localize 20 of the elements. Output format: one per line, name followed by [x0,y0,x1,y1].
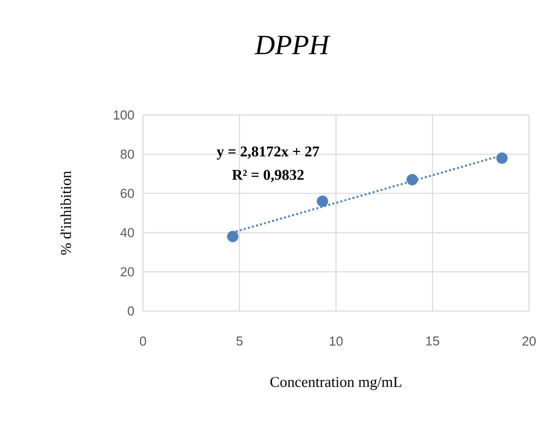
annotation: y = 2,8172x + 27 [216,146,320,160]
y-tick-label: 20 [120,267,134,276]
annotation: R² = 0,9832 [232,170,304,182]
chart-title: DPPH [254,36,330,54]
y-tick-label: 60 [120,188,134,198]
y-tick-label: 40 [120,228,134,238]
y-axis-title: % d'inhibition [60,170,72,255]
point [227,230,238,242]
x-tick-label: 5 [236,336,243,346]
y-tick-label: 80 [120,150,134,159]
x-tick-label: 0 [140,336,146,346]
point [496,152,508,164]
x-tick-label: 10 [330,336,343,346]
x-tick-label: 20 [522,336,536,346]
y-tick-label: 100 [114,110,134,120]
y-tick-label: 0 [128,306,134,316]
x-tick-label: 15 [426,336,440,346]
x-axis-title: Concentration mg/mL [270,376,402,390]
point [406,174,418,186]
point [316,196,328,207]
